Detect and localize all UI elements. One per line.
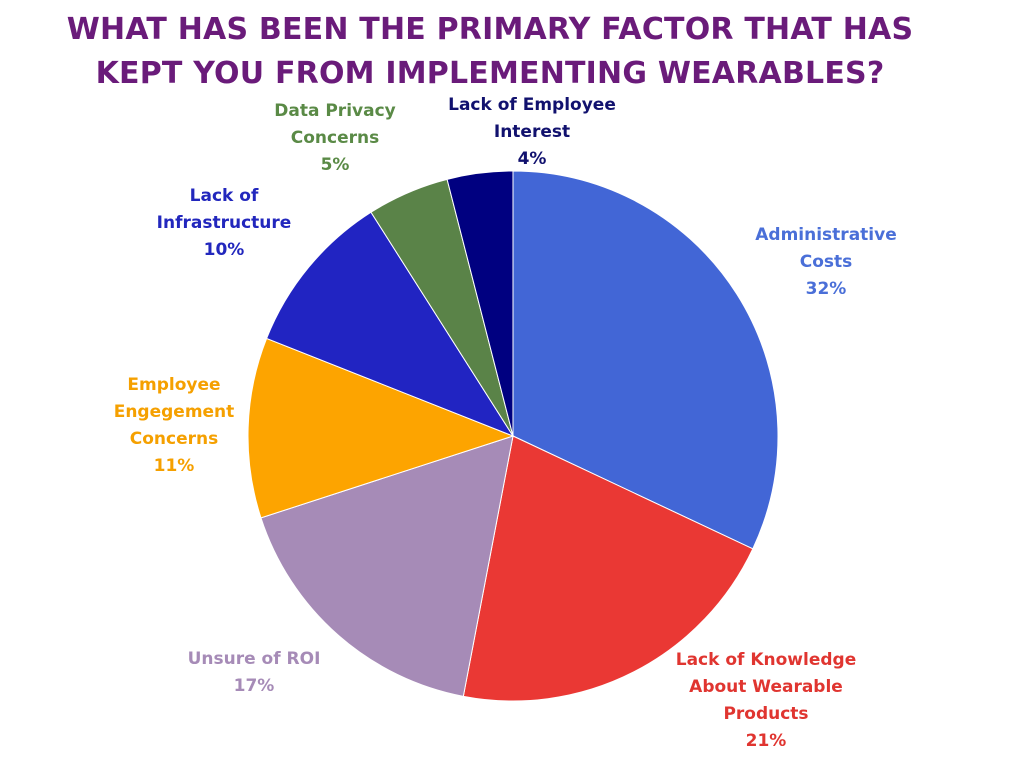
slice-name-label: Employee <box>127 375 220 395</box>
slice-value-label: 4% <box>518 149 547 169</box>
slice-value-label: 21% <box>746 731 787 751</box>
slice-value-label: 32% <box>806 279 847 299</box>
slice-name-label: Concerns <box>130 429 218 449</box>
slice-name-label: Interest <box>494 122 570 142</box>
slice-label-6: Data Privacy Concerns 5% <box>274 101 395 175</box>
slice-value-label: 5% <box>321 155 350 175</box>
slice-name-label: Infrastructure <box>157 213 292 233</box>
pie-slice-4 <box>247 337 515 519</box>
chart-title-line-1: WHAT HAS BEEN THE PRIMARY FACTOR THAT HA… <box>66 12 914 47</box>
slice-label-1: Administrative Costs 32% <box>755 225 896 299</box>
pie-slice-5 <box>265 211 515 438</box>
slice-name-label: Data Privacy <box>274 101 395 121</box>
slice-name-label: Administrative <box>755 225 896 245</box>
slice-name-label: Lack of Knowledge <box>676 650 856 670</box>
slice-value-label: 10% <box>204 240 245 260</box>
slice-name-label: Concerns <box>291 128 379 148</box>
pie-slice-1 <box>512 170 779 550</box>
slice-label-3: Unsure of ROI 17% <box>188 649 321 696</box>
pie-labels: Administrative Costs 32% Lack of Knowledge A… <box>114 95 897 751</box>
slice-label-2: Lack of Knowledge About Wearable Products 2… <box>676 650 856 751</box>
slice-name-label: Costs <box>800 252 853 272</box>
slice-label-4: Employee Engegement Concerns 11% <box>114 375 235 476</box>
chart-title: WHAT HAS BEEN THE PRIMARY FACTOR THAT HA… <box>0 8 980 96</box>
slice-name-label: Engegement <box>114 402 235 422</box>
slice-name-label: Lack of Employee <box>448 95 616 115</box>
chart-title-line-2: KEPT YOU FROM IMPLEMENTING WEARABLES? <box>95 56 885 91</box>
slice-name-label: Lack of <box>190 186 259 206</box>
slice-name-label: Products <box>723 704 808 724</box>
slice-name-label: Unsure of ROI <box>188 649 321 669</box>
pie-slice-2 <box>462 435 754 702</box>
slice-label-5: Lack of Infrastructure 10% <box>157 186 292 260</box>
pie-slice-7 <box>446 170 514 437</box>
slice-label-7: Lack of Employee Interest 4% <box>448 95 616 169</box>
slice-value-label: 11% <box>154 456 195 476</box>
slice-value-label: 17% <box>234 676 275 696</box>
pie-slice-3 <box>260 435 514 697</box>
pie-slices <box>247 170 779 702</box>
slice-name-label: About Wearable <box>689 677 843 697</box>
